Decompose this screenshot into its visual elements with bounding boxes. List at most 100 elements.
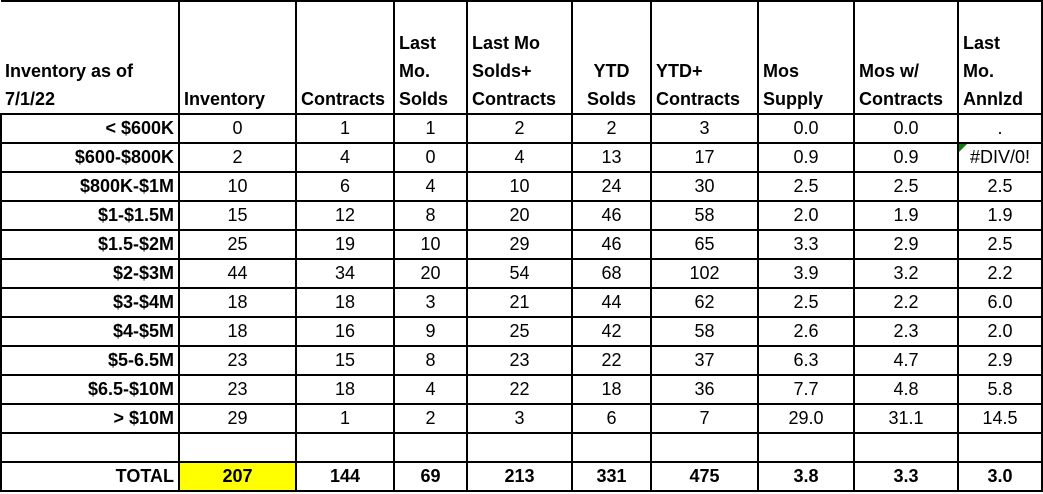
value-cell[interactable]: 34 bbox=[295, 258, 395, 289]
column-header-cell[interactable]: Last Mo. Annlzd bbox=[957, 0, 1043, 115]
value-cell[interactable]: 10 bbox=[393, 229, 468, 260]
value-cell[interactable]: 0.0 bbox=[853, 113, 959, 144]
value-cell[interactable]: 36 bbox=[650, 374, 759, 405]
value-cell[interactable]: 1 bbox=[393, 113, 468, 144]
value-cell[interactable]: 21 bbox=[466, 287, 573, 318]
value-cell[interactable]: 25 bbox=[178, 229, 297, 260]
value-cell[interactable]: 58 bbox=[650, 200, 759, 231]
column-header-cell[interactable]: Last Mo. Solds bbox=[393, 0, 468, 115]
value-cell[interactable]: 2.3 bbox=[853, 316, 959, 347]
value-cell[interactable]: 31.1 bbox=[853, 403, 959, 434]
total-value-cell[interactable]: 213 bbox=[466, 461, 573, 492]
value-cell[interactable]: 58 bbox=[650, 316, 759, 347]
value-cell[interactable]: 15 bbox=[178, 200, 297, 231]
value-cell[interactable]: 3 bbox=[466, 403, 573, 434]
row-label-cell[interactable]: $4-$5M bbox=[0, 316, 180, 347]
value-cell[interactable]: 10 bbox=[466, 171, 573, 202]
value-cell[interactable]: 1.9 bbox=[957, 200, 1043, 231]
value-cell[interactable]: 1 bbox=[295, 113, 395, 144]
empty-cell[interactable] bbox=[466, 432, 573, 463]
corner-header-cell[interactable]: Inventory as of 7/1/22 bbox=[1, 0, 180, 115]
value-cell[interactable]: 8 bbox=[393, 345, 468, 376]
value-cell[interactable]: 20 bbox=[393, 258, 468, 289]
empty-cell[interactable] bbox=[295, 432, 395, 463]
value-cell[interactable]: 13 bbox=[571, 142, 652, 173]
value-cell[interactable]: 2.0 bbox=[757, 200, 855, 231]
value-cell[interactable]: 17 bbox=[650, 142, 759, 173]
value-cell[interactable]: 2.5 bbox=[957, 171, 1043, 202]
value-cell[interactable]: 2.2 bbox=[853, 287, 959, 318]
value-cell[interactable]: 3 bbox=[393, 287, 468, 318]
value-cell[interactable]: 2 bbox=[466, 113, 573, 144]
value-cell[interactable]: 3.2 bbox=[853, 258, 959, 289]
value-cell[interactable]: 46 bbox=[571, 200, 652, 231]
value-cell[interactable]: 29.0 bbox=[757, 403, 855, 434]
value-cell[interactable]: 37 bbox=[650, 345, 759, 376]
value-cell[interactable]: 3.9 bbox=[757, 258, 855, 289]
value-cell[interactable]: 0.0 bbox=[757, 113, 855, 144]
value-cell[interactable]: 2.6 bbox=[757, 316, 855, 347]
value-cell[interactable]: 42 bbox=[571, 316, 652, 347]
value-cell[interactable]: 25 bbox=[466, 316, 573, 347]
value-cell[interactable]: 6.0 bbox=[957, 287, 1043, 318]
value-cell[interactable]: 68 bbox=[571, 258, 652, 289]
value-cell[interactable]: 18 bbox=[178, 287, 297, 318]
value-cell[interactable]: 9 bbox=[393, 316, 468, 347]
column-header-cell[interactable]: Mos Supply bbox=[757, 0, 855, 115]
value-cell[interactable]: 6 bbox=[295, 171, 395, 202]
value-cell[interactable]: 4 bbox=[393, 171, 468, 202]
value-cell[interactable]: 8 bbox=[393, 200, 468, 231]
column-header-cell[interactable]: Mos w/ Contracts bbox=[853, 0, 959, 115]
total-value-cell[interactable]: 475 bbox=[650, 461, 759, 492]
value-cell[interactable]: 18 bbox=[295, 374, 395, 405]
row-label-cell[interactable]: $3-$4M bbox=[0, 287, 180, 318]
column-header-cell[interactable]: Contracts bbox=[295, 0, 395, 115]
value-cell[interactable]: #DIV/0! bbox=[957, 142, 1043, 173]
value-cell[interactable]: 44 bbox=[571, 287, 652, 318]
value-cell[interactable]: 62 bbox=[650, 287, 759, 318]
empty-cell[interactable] bbox=[178, 432, 297, 463]
value-cell[interactable]: 29 bbox=[466, 229, 573, 260]
value-cell[interactable]: 0 bbox=[393, 142, 468, 173]
row-label-cell[interactable]: $6.5-$10M bbox=[0, 374, 180, 405]
empty-cell[interactable] bbox=[853, 432, 959, 463]
value-cell[interactable]: 54 bbox=[466, 258, 573, 289]
value-cell[interactable]: 2.2 bbox=[957, 258, 1043, 289]
row-label-cell[interactable]: $1-$1.5M bbox=[0, 200, 180, 231]
column-header-cell[interactable]: YTD Solds bbox=[571, 0, 652, 115]
value-cell[interactable]: 1 bbox=[295, 403, 395, 434]
value-cell[interactable]: 46 bbox=[571, 229, 652, 260]
column-header-cell[interactable]: YTD+ Contracts bbox=[650, 0, 759, 115]
row-label-cell[interactable]: $2-$3M bbox=[0, 258, 180, 289]
value-cell[interactable]: 18 bbox=[571, 374, 652, 405]
value-cell[interactable]: 3 bbox=[650, 113, 759, 144]
row-label-cell[interactable]: $1.5-$2M bbox=[0, 229, 180, 260]
total-value-cell[interactable]: 3.0 bbox=[957, 461, 1043, 492]
value-cell[interactable]: 2.9 bbox=[853, 229, 959, 260]
empty-cell[interactable] bbox=[571, 432, 652, 463]
value-cell[interactable]: 16 bbox=[295, 316, 395, 347]
value-cell[interactable]: 6.3 bbox=[757, 345, 855, 376]
value-cell[interactable]: 102 bbox=[650, 258, 759, 289]
value-cell[interactable]: 29 bbox=[178, 403, 297, 434]
total-label-cell[interactable]: TOTAL bbox=[0, 461, 180, 492]
column-header-cell[interactable]: Last Mo Solds+ Contracts bbox=[466, 0, 573, 115]
value-cell[interactable]: 4.8 bbox=[853, 374, 959, 405]
empty-cell[interactable] bbox=[0, 432, 180, 463]
value-cell[interactable]: 24 bbox=[571, 171, 652, 202]
value-cell[interactable]: 2 bbox=[571, 113, 652, 144]
value-cell[interactable]: 2.5 bbox=[757, 287, 855, 318]
value-cell[interactable]: 4 bbox=[393, 374, 468, 405]
value-cell[interactable]: 1.9 bbox=[853, 200, 959, 231]
total-value-cell[interactable]: 331 bbox=[571, 461, 652, 492]
value-cell[interactable]: 30 bbox=[650, 171, 759, 202]
value-cell[interactable]: 2.5 bbox=[853, 171, 959, 202]
total-value-cell[interactable]: 69 bbox=[393, 461, 468, 492]
row-label-cell[interactable]: $5-6.5M bbox=[0, 345, 180, 376]
value-cell[interactable]: 44 bbox=[178, 258, 297, 289]
value-cell[interactable]: 2.9 bbox=[957, 345, 1043, 376]
value-cell[interactable]: 2.5 bbox=[957, 229, 1043, 260]
value-cell[interactable]: 22 bbox=[466, 374, 573, 405]
empty-cell[interactable] bbox=[650, 432, 759, 463]
value-cell[interactable]: 23 bbox=[466, 345, 573, 376]
